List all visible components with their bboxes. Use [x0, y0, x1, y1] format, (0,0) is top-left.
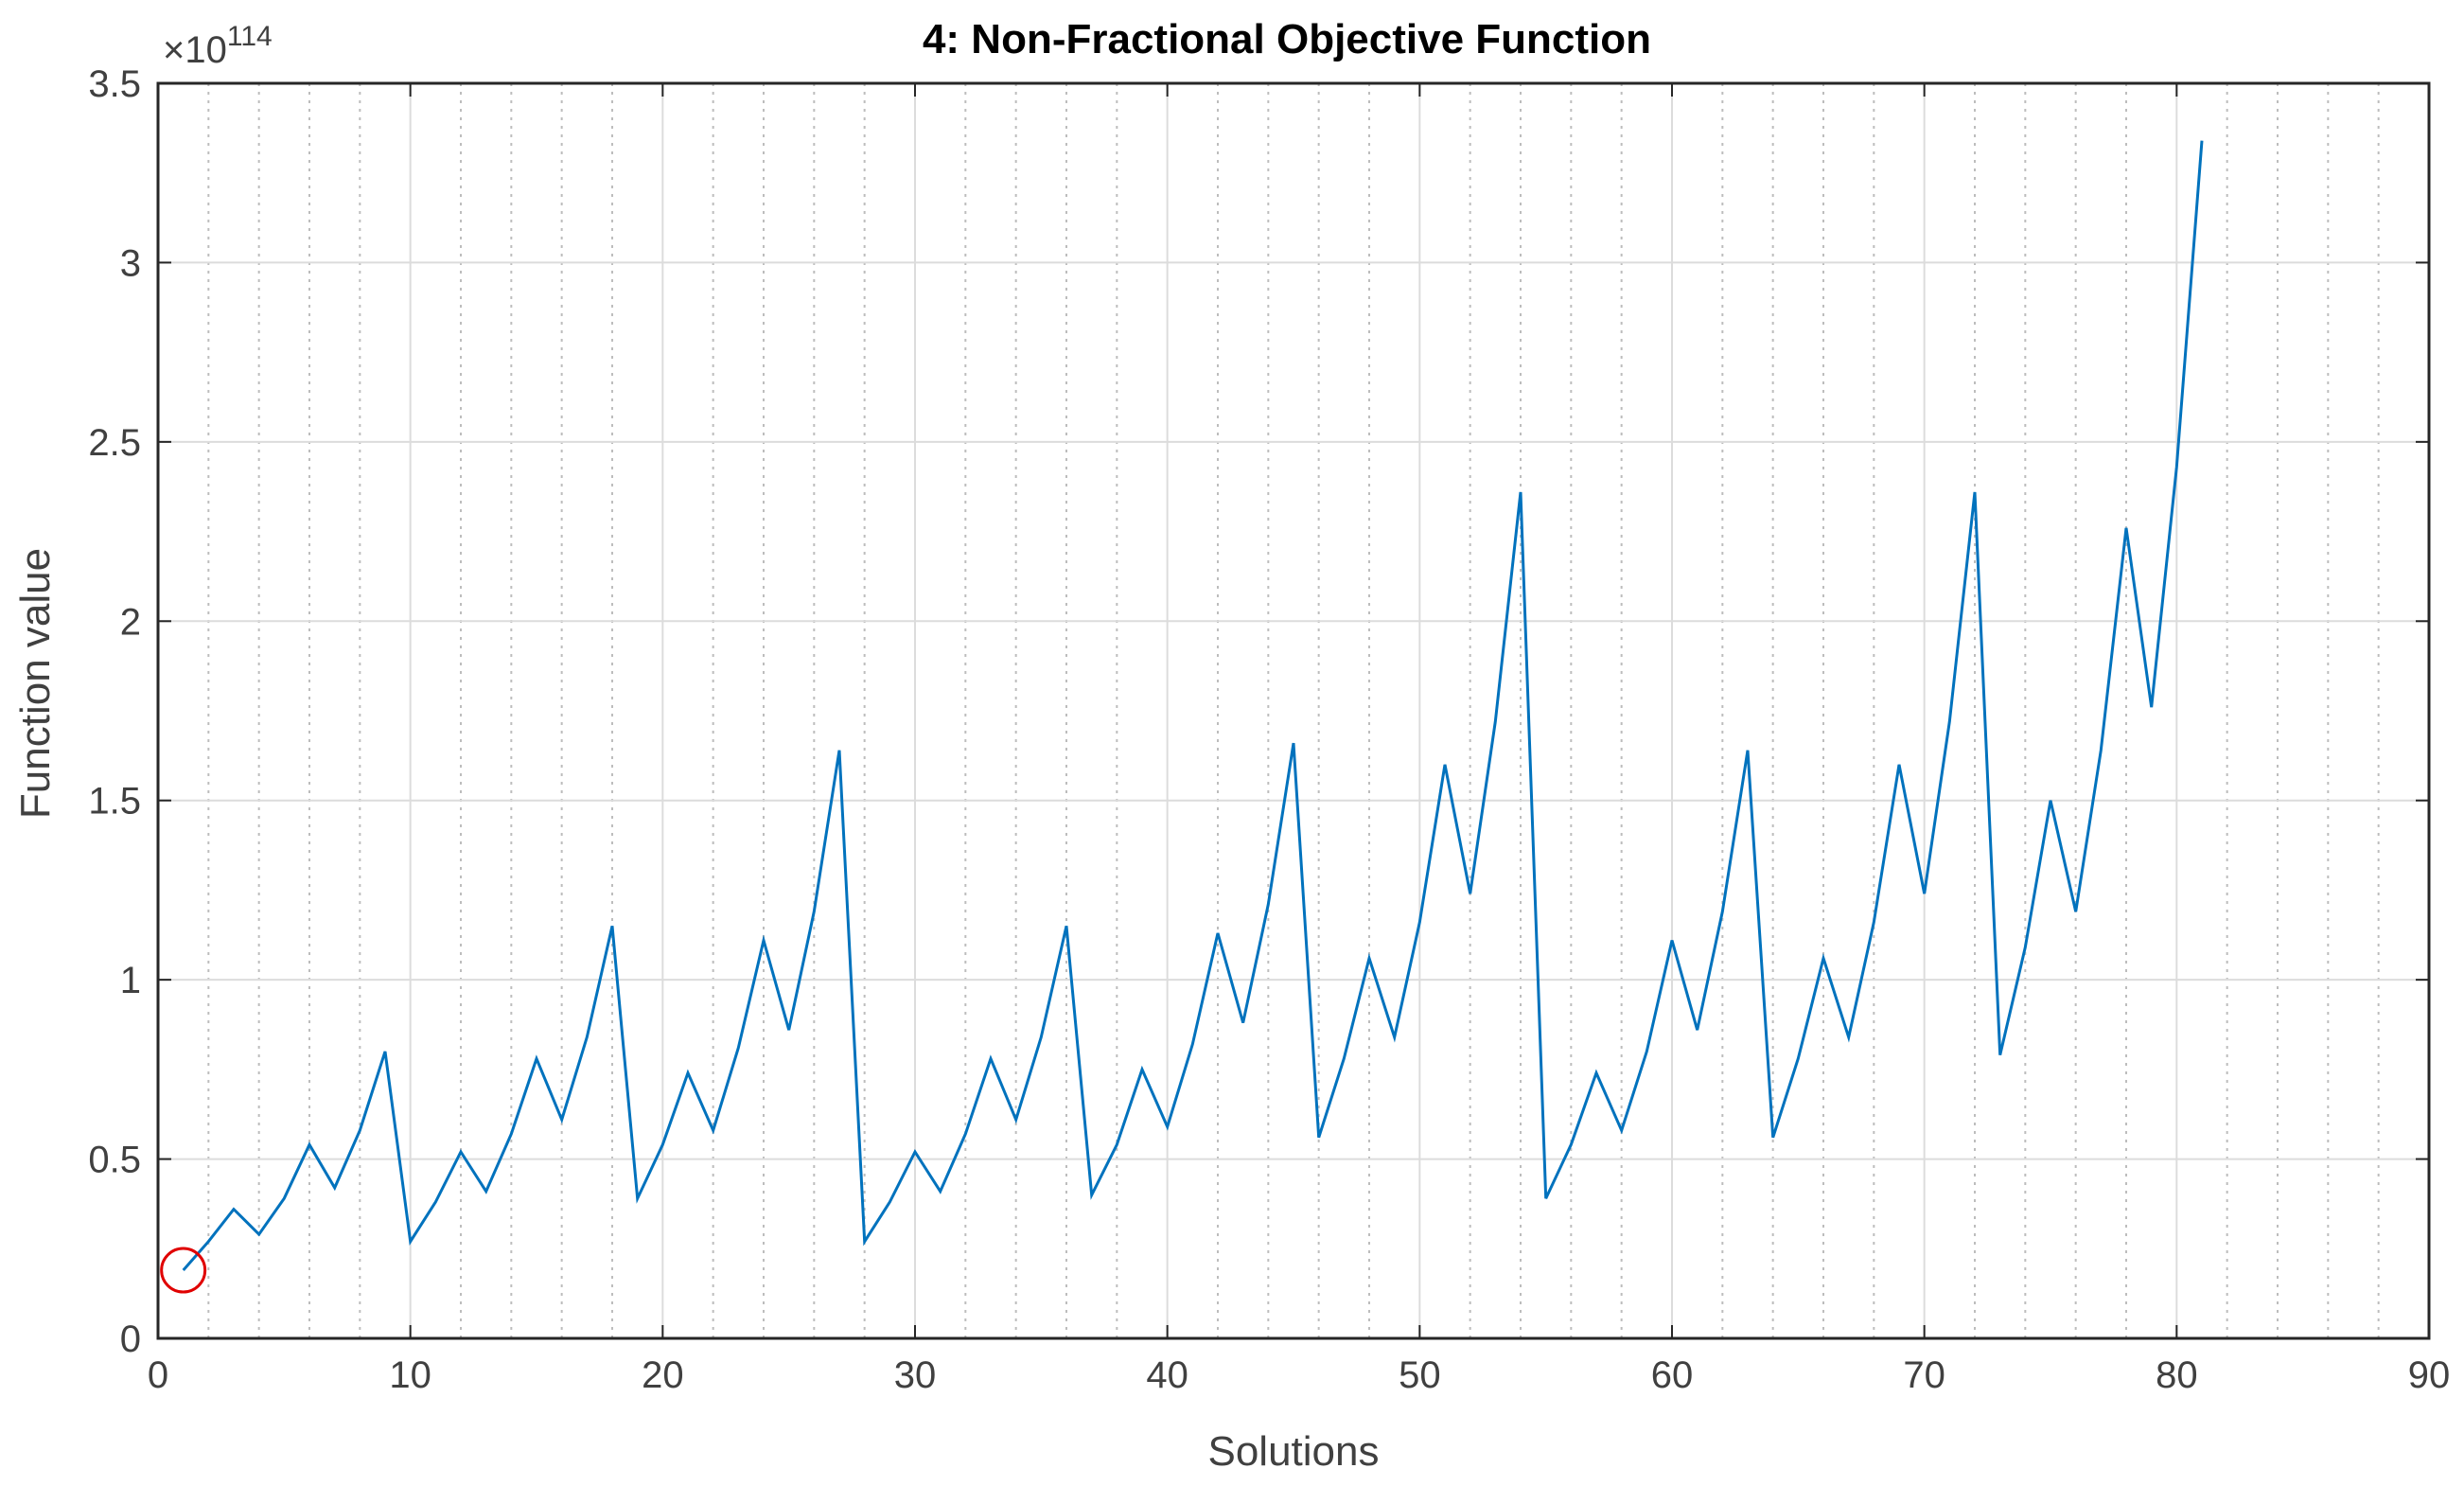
y-tick-label: 1.5	[88, 781, 141, 823]
y-exponent-base: ×10	[163, 29, 227, 71]
y-tick-label: 0.5	[88, 1140, 141, 1181]
x-tick-label: 70	[1903, 1354, 1945, 1396]
y-tick-label: 2.5	[88, 422, 141, 464]
x-tick-label: 60	[1651, 1354, 1694, 1396]
series-line	[182, 140, 2204, 1271]
x-tick-label: 50	[1399, 1354, 1441, 1396]
x-tick-label: 40	[1146, 1354, 1188, 1396]
axes-frame	[156, 81, 2431, 1340]
marker-group	[160, 1247, 207, 1294]
x-tick-label: 10	[389, 1354, 431, 1396]
tick-labels: 0 10 20 30 40 50 60 70 80 90 0 0.5 1 1.5 2 2.5 3 3.5	[88, 63, 2450, 1396]
y-tick-label: 2	[120, 601, 141, 643]
start-marker	[160, 1247, 207, 1294]
x-tick-label: 90	[2408, 1354, 2451, 1396]
plot-area	[158, 83, 2429, 1338]
y-axis-label: Function value	[12, 548, 59, 819]
y-tick-label: 0	[120, 1318, 141, 1360]
x-tick-label: 80	[2156, 1354, 2198, 1396]
y-exponent-power: 114	[227, 21, 273, 52]
y-tick-label: 1	[120, 960, 141, 1001]
x-axis-label: Solutions	[1207, 1428, 1379, 1475]
x-tick-label: 0	[148, 1354, 168, 1396]
series-group	[182, 140, 2204, 1271]
x-tick-label: 20	[642, 1354, 684, 1396]
axes-box	[156, 81, 2431, 1340]
y-tick-label: 3.5	[88, 63, 141, 105]
chart-title: 4: Non-Fractional Objective Function	[923, 16, 1651, 62]
ticks	[157, 82, 2430, 1339]
y-tick-label: 3	[120, 242, 141, 284]
y-exponent-label: ×10114	[163, 21, 273, 71]
x-tick-label: 30	[894, 1354, 937, 1396]
